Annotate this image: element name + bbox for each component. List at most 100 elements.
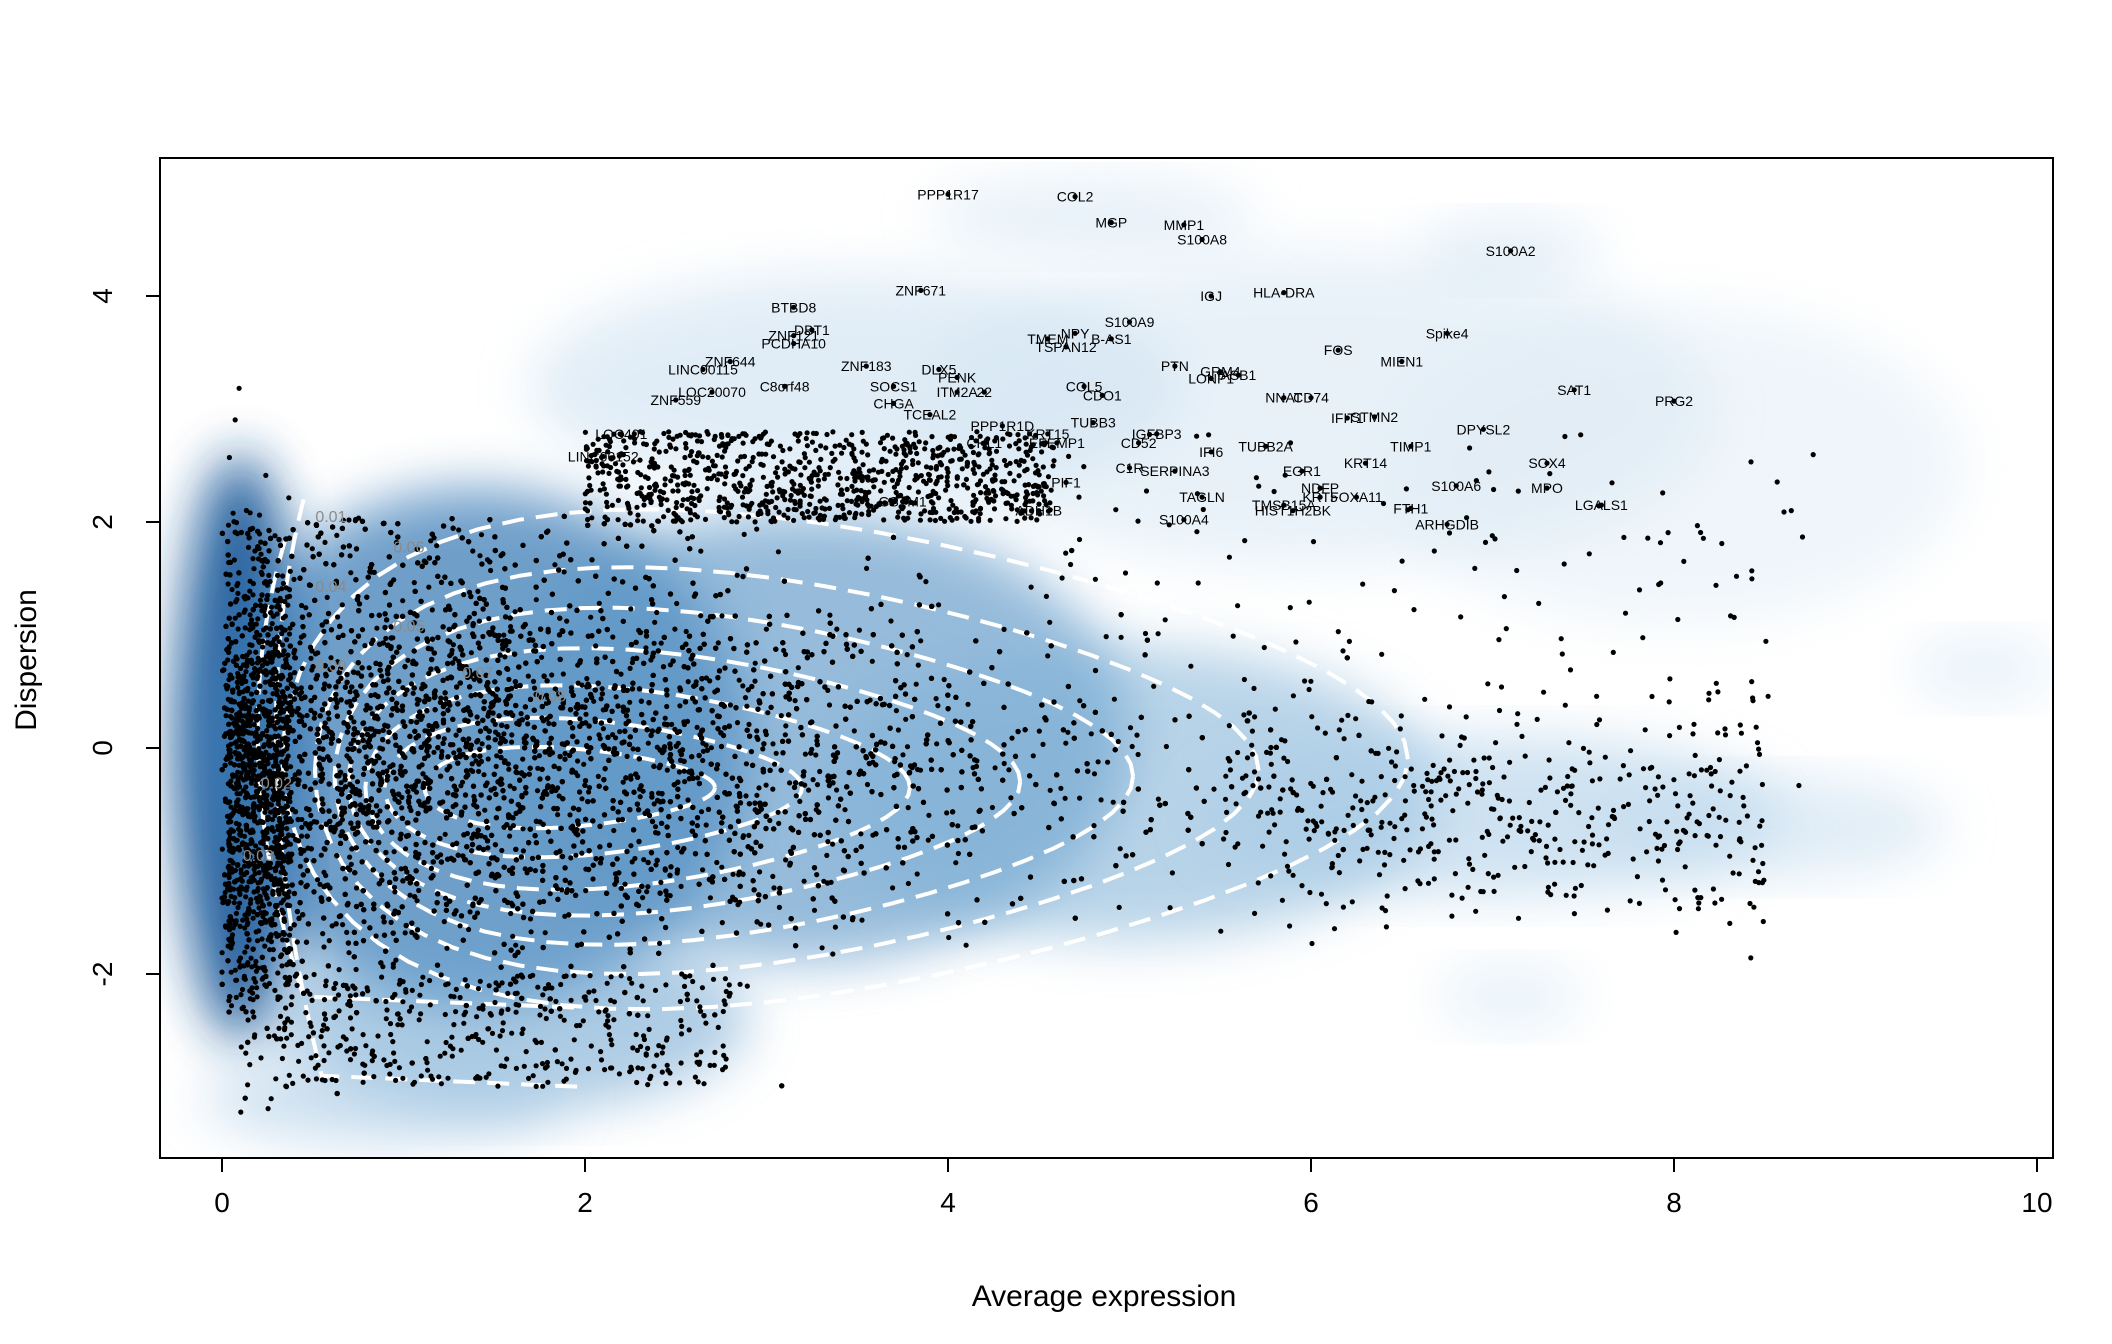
gene-point [695, 775, 701, 781]
gene-point [318, 852, 324, 858]
gene-point [536, 753, 543, 759]
gene-point [347, 854, 353, 860]
gene-point [612, 881, 618, 887]
gene-point [586, 735, 593, 741]
gene-point [454, 694, 460, 701]
gene-point [627, 665, 633, 672]
gene-point [507, 783, 513, 789]
gene-point [946, 934, 952, 941]
gene-point [795, 665, 801, 671]
gene-point [644, 889, 650, 895]
gene-point [813, 752, 819, 758]
gene-point [426, 584, 432, 590]
gene-point [1009, 735, 1015, 741]
gene-point [502, 654, 508, 660]
gene-point [580, 1018, 586, 1024]
gene-point [408, 1004, 415, 1010]
gene-point [405, 657, 411, 663]
gene-point [590, 876, 596, 882]
gene-point [646, 908, 652, 914]
gene-point [346, 709, 352, 716]
gene-point [402, 930, 408, 936]
gene-point [349, 774, 356, 780]
gene-point [354, 779, 361, 785]
gene-point [915, 662, 921, 668]
gene-point [407, 892, 413, 898]
gene-point [301, 632, 307, 639]
gene-point [763, 626, 770, 632]
gene-point [588, 614, 594, 620]
gene-point [826, 702, 833, 708]
gene-point [814, 738, 820, 744]
gene-point [776, 904, 783, 911]
contour-line [273, 498, 586, 1089]
gene-point [353, 885, 360, 891]
gene-point [499, 847, 505, 854]
gene-point [321, 869, 327, 875]
gene-point [564, 618, 570, 624]
gene-point [773, 750, 779, 756]
contour-line [363, 683, 912, 892]
gene-point [700, 757, 706, 764]
gene-point [900, 752, 906, 758]
gene-point [320, 735, 326, 741]
gene-point [298, 685, 304, 691]
gene-point [452, 656, 458, 662]
gene-point [685, 535, 691, 542]
gene-point [1155, 796, 1161, 802]
gene-point [392, 810, 398, 817]
gene-point [322, 539, 328, 546]
gene-point [369, 711, 375, 717]
gene-point [595, 773, 601, 780]
gene-point [903, 716, 909, 722]
gene-point [338, 780, 344, 786]
gene-point [583, 888, 589, 894]
gene-point [801, 878, 807, 884]
gene-point [269, 621, 275, 627]
gene-point [770, 786, 776, 792]
gene-point [1028, 584, 1034, 590]
gene-point [407, 804, 413, 810]
gene-point [509, 628, 515, 634]
gene-point [311, 715, 317, 721]
gene-point [367, 705, 373, 711]
gene-point [501, 731, 507, 737]
gene-point [782, 651, 789, 658]
gene-point [667, 662, 674, 668]
gene-point [757, 869, 763, 875]
gene-point [321, 846, 327, 852]
gene-point [457, 923, 463, 929]
gene-point [992, 765, 998, 771]
gene-point [368, 692, 374, 699]
gene-point [509, 732, 515, 738]
gene-point [532, 868, 539, 874]
gene-point [539, 654, 545, 660]
gene-point [525, 721, 531, 727]
gene-point [329, 923, 335, 929]
gene-point [698, 613, 704, 619]
gene-point [752, 660, 758, 666]
gene-point [535, 765, 541, 771]
gene-point [710, 720, 716, 726]
gene-point [508, 910, 514, 917]
gene-point [904, 744, 911, 750]
gene-point [596, 732, 602, 738]
gene-point [832, 924, 839, 930]
gene-point [373, 933, 379, 939]
gene-point [810, 777, 816, 783]
gene-point [369, 809, 376, 816]
gene-point [1135, 751, 1141, 758]
gene-point [352, 1045, 359, 1052]
gene-point [546, 720, 552, 727]
gene-point [811, 907, 818, 913]
gene-point [1111, 696, 1117, 702]
gene-point [242, 625, 248, 631]
gene-point [525, 673, 531, 679]
gene-point [507, 833, 513, 839]
gene-point [714, 859, 720, 866]
gene-point [783, 723, 789, 729]
gene-point [335, 614, 341, 620]
gene-point [703, 822, 709, 828]
gene-point [308, 655, 314, 661]
gene-point [814, 872, 820, 878]
